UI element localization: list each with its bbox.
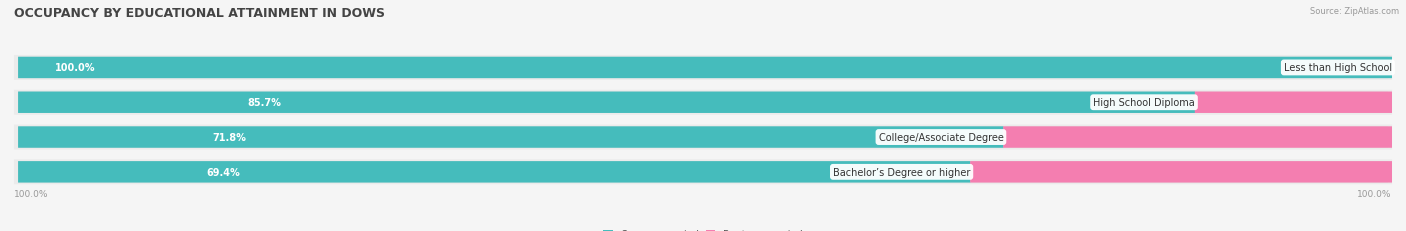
FancyBboxPatch shape — [14, 160, 1392, 185]
Text: 100.0%: 100.0% — [55, 63, 96, 73]
FancyBboxPatch shape — [18, 58, 1392, 79]
Text: High School Diploma: High School Diploma — [1092, 98, 1195, 108]
Text: 69.4%: 69.4% — [207, 167, 240, 177]
Text: 85.7%: 85.7% — [247, 98, 281, 108]
Text: College/Associate Degree: College/Associate Degree — [879, 132, 1004, 143]
Text: OCCUPANCY BY EDUCATIONAL ATTAINMENT IN DOWS: OCCUPANCY BY EDUCATIONAL ATTAINMENT IN D… — [14, 7, 385, 20]
Text: 100.0%: 100.0% — [14, 189, 49, 198]
Legend: Owner-occupied, Renter-occupied: Owner-occupied, Renter-occupied — [603, 229, 803, 231]
FancyBboxPatch shape — [18, 161, 970, 183]
FancyBboxPatch shape — [970, 161, 1392, 183]
Text: Less than High School: Less than High School — [1284, 63, 1392, 73]
FancyBboxPatch shape — [18, 127, 1004, 148]
FancyBboxPatch shape — [18, 161, 1388, 183]
FancyBboxPatch shape — [18, 127, 1388, 148]
FancyBboxPatch shape — [14, 56, 1392, 81]
Text: 71.8%: 71.8% — [212, 132, 246, 143]
FancyBboxPatch shape — [18, 92, 1388, 113]
Text: Bachelor’s Degree or higher: Bachelor’s Degree or higher — [832, 167, 970, 177]
FancyBboxPatch shape — [14, 90, 1392, 115]
FancyBboxPatch shape — [1195, 92, 1392, 113]
FancyBboxPatch shape — [1004, 127, 1392, 148]
FancyBboxPatch shape — [14, 125, 1392, 150]
Text: 100.0%: 100.0% — [1357, 189, 1392, 198]
Text: Source: ZipAtlas.com: Source: ZipAtlas.com — [1310, 7, 1399, 16]
FancyBboxPatch shape — [18, 92, 1195, 113]
FancyBboxPatch shape — [18, 58, 1388, 79]
